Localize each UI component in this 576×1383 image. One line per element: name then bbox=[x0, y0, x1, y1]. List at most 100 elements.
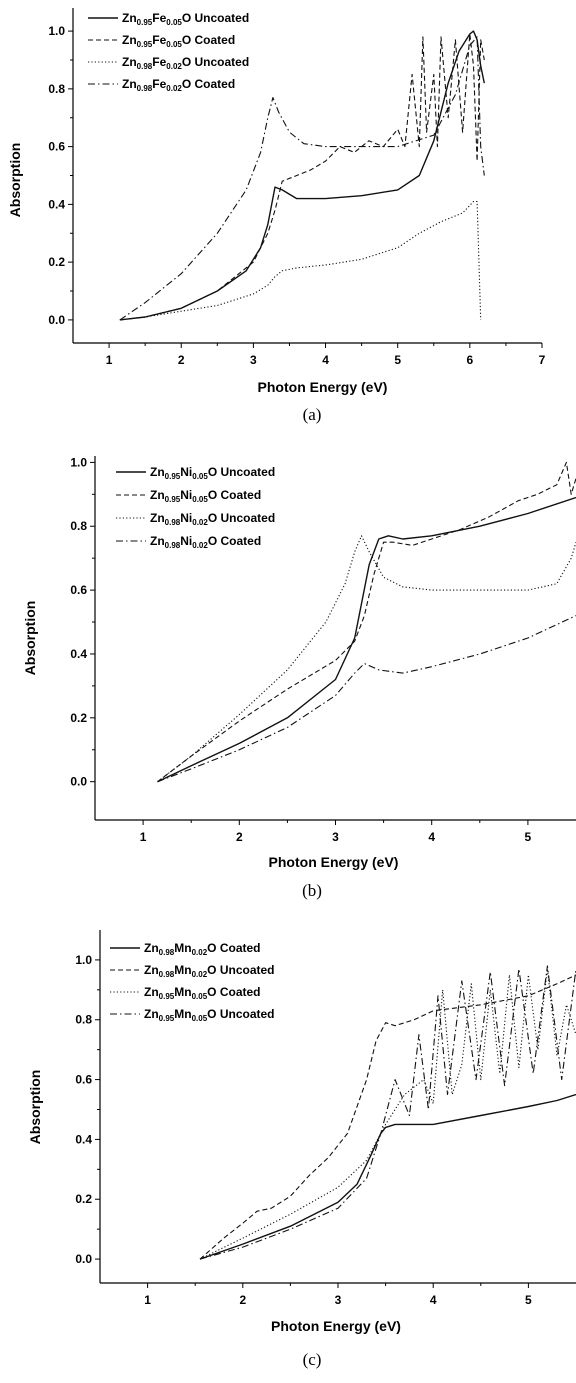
legend-text: Zn bbox=[144, 941, 159, 955]
legend-text: Mn bbox=[174, 1007, 191, 1021]
legend-entry: Zn0.95Mn0.05O Uncoated bbox=[144, 1007, 275, 1023]
chart-a: 1 2 3 4 5 6 7 0.0 0.2 0.4 0.6 0.8 1.0 Photon Energy (… bbox=[7, 8, 546, 424]
legend-subscript: 0.95 bbox=[159, 1014, 175, 1023]
legend-text: O Coated bbox=[207, 941, 260, 955]
y-tick-label: 0.2 bbox=[70, 711, 87, 725]
y-tick-label: 0.2 bbox=[48, 255, 65, 269]
legend-text: Zn bbox=[122, 11, 137, 25]
y-tick-label: 0.4 bbox=[70, 647, 87, 661]
legend-subscript: 0.02 bbox=[192, 970, 208, 979]
x-tick-label: 2 bbox=[178, 353, 185, 367]
legend-text: O Coated bbox=[182, 77, 235, 91]
y-tick-label: 0.8 bbox=[75, 1013, 92, 1027]
y-tick-label: 0.0 bbox=[70, 775, 87, 789]
legend-subscript: 0.05 bbox=[192, 495, 208, 504]
legend-text: Ni bbox=[180, 511, 192, 525]
x-tick-label: 1 bbox=[144, 1293, 151, 1307]
legend-text: Fe bbox=[152, 33, 166, 47]
x-tick-label: 4 bbox=[430, 1293, 437, 1307]
legend-entry: Zn0.95Ni0.05O Uncoated bbox=[150, 465, 275, 481]
legend-subscript: 0.02 bbox=[166, 84, 182, 93]
y-axis-title: Absorption bbox=[27, 1070, 43, 1145]
legend-text: Mn bbox=[174, 985, 191, 999]
legend-text: O Uncoated bbox=[182, 55, 249, 69]
legend-text: O Coated bbox=[208, 534, 261, 548]
legend-subscript: 0.98 bbox=[159, 948, 175, 957]
y-tick-label: 0.4 bbox=[75, 1132, 92, 1146]
y-tick-label: 0.0 bbox=[48, 313, 65, 327]
y-tick-label: 1.0 bbox=[75, 953, 92, 967]
y-axis-title: Absorption bbox=[22, 601, 38, 676]
x-tick-label: 4 bbox=[322, 353, 329, 367]
legend-subscript: 0.95 bbox=[165, 495, 181, 504]
y-tick-label: 0.8 bbox=[48, 82, 65, 96]
legend-subscript: 0.05 bbox=[192, 992, 208, 1001]
x-tick-label: 5 bbox=[525, 830, 532, 844]
legend-text: Ni bbox=[180, 488, 192, 502]
legend-text: Fe bbox=[152, 55, 166, 69]
series-line-1 bbox=[199, 1093, 576, 1260]
legend-text: Zn bbox=[150, 511, 165, 525]
legend-entry: Zn0.98Mn0.02O Uncoated bbox=[144, 963, 275, 979]
legend-entry: Zn0.95Fe0.05O Uncoated bbox=[122, 11, 249, 27]
legend-text: Zn bbox=[150, 534, 165, 548]
legend-subscript: 0.05 bbox=[192, 472, 208, 481]
legend-entry: Zn0.98Ni0.02O Coated bbox=[150, 534, 261, 550]
series-line-4 bbox=[157, 615, 576, 783]
series-line-4 bbox=[199, 965, 576, 1260]
legend-entry: Zn0.98Fe0.02O Coated bbox=[122, 77, 235, 93]
legend-text: Ni bbox=[180, 465, 192, 479]
x-tick-label: 3 bbox=[335, 1293, 342, 1307]
legend-entry: Zn0.98Mn0.02O Coated bbox=[144, 941, 261, 957]
y-tick-label: 0.6 bbox=[48, 140, 65, 154]
legend-text: Fe bbox=[152, 77, 166, 91]
x-tick-label: 1 bbox=[106, 353, 113, 367]
legend-entry: Zn0.95Ni0.05O Coated bbox=[150, 488, 261, 504]
legend-subscript: 0.05 bbox=[166, 18, 182, 27]
series-line-2 bbox=[157, 461, 576, 783]
legend-text: Mn bbox=[174, 941, 191, 955]
y-tick-label: 0.6 bbox=[70, 583, 87, 597]
series-line-2 bbox=[119, 33, 485, 321]
x-tick-label: 1 bbox=[140, 830, 147, 844]
legend-entry: Zn0.95Fe0.05O Coated bbox=[122, 33, 235, 49]
legend-text: Zn bbox=[144, 985, 159, 999]
legend-text: Mn bbox=[174, 963, 191, 977]
legend-subscript: 0.95 bbox=[165, 472, 181, 481]
y-tick-label: 0.4 bbox=[48, 197, 65, 211]
x-tick-label: 2 bbox=[239, 1293, 246, 1307]
y-axis-title: Absorption bbox=[7, 143, 23, 218]
legend-entry: Zn0.98Fe0.02O Uncoated bbox=[122, 55, 249, 71]
legend-text: Zn bbox=[122, 33, 137, 47]
panel-caption: (c) bbox=[303, 1350, 322, 1369]
panel-caption: (b) bbox=[302, 881, 322, 900]
legend-text: Zn bbox=[150, 488, 165, 502]
x-tick-label: 3 bbox=[332, 830, 339, 844]
legend-text: Zn bbox=[144, 963, 159, 977]
series-line-3 bbox=[157, 535, 576, 783]
legend-subscript: 0.02 bbox=[166, 62, 182, 71]
y-tick-label: 0.6 bbox=[75, 1073, 92, 1087]
legend-subscript: 0.98 bbox=[165, 541, 181, 550]
x-axis-title: Photon Energy (eV) bbox=[258, 379, 388, 395]
legend-subscript: 0.98 bbox=[165, 518, 181, 527]
legend-text: O Uncoated bbox=[208, 465, 275, 479]
x-axis-title: Photon Energy (eV) bbox=[269, 854, 399, 870]
legend-subscript: 0.05 bbox=[192, 1014, 208, 1023]
chart-c: 1 2 3 4 5 0.0 0.2 0.4 0.6 0.8 1.0 Photon Energy (eV… bbox=[27, 930, 576, 1369]
legend-text: Zn bbox=[144, 1007, 159, 1021]
y-tick-label: 0.8 bbox=[70, 519, 87, 533]
legend-subscript: 0.98 bbox=[159, 970, 175, 979]
x-tick-label: 5 bbox=[394, 353, 401, 367]
legend-subscript: 0.95 bbox=[137, 40, 153, 49]
legend-text: O Coated bbox=[182, 33, 235, 47]
series-line-3 bbox=[119, 200, 482, 321]
chart-b: 1 2 3 4 5 0.0 0.2 0.4 0.6 0.8 1.0 Photon Energy (eV… bbox=[22, 455, 576, 900]
legend-text: O Uncoated bbox=[208, 511, 275, 525]
legend-text: Zn bbox=[122, 77, 137, 91]
legend-subscript: 0.98 bbox=[137, 62, 153, 71]
legend-text: Zn bbox=[150, 465, 165, 479]
x-tick-label: 2 bbox=[236, 830, 243, 844]
